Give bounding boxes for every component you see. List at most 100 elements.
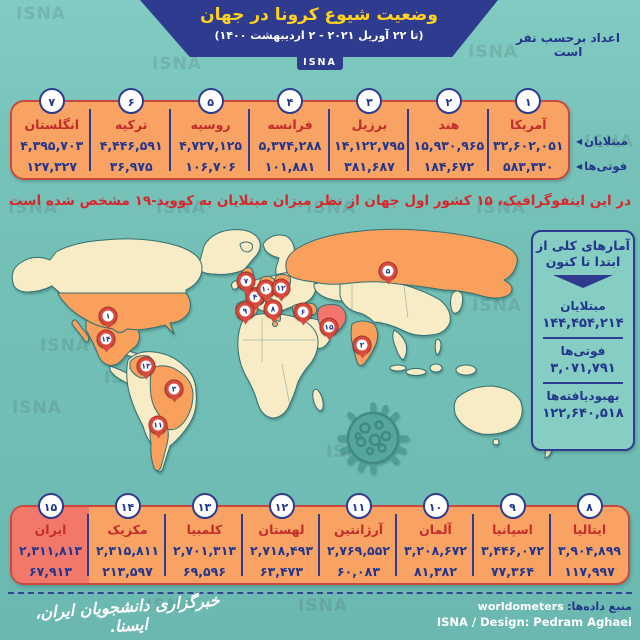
deaths-count: ۶۷,۹۱۳	[29, 563, 72, 579]
deaths-count: ۶۳,۴۷۳	[260, 563, 303, 579]
map-baja	[71, 319, 90, 343]
infected-count: ۱۴,۱۲۲,۷۹۵	[334, 138, 405, 153]
infected-count: ۲,۷۰۱,۳۱۳	[173, 543, 236, 558]
pin-number: ۴	[249, 291, 261, 303]
rank-badge: ۱۳	[191, 493, 218, 519]
map-pin-mexico: ۱۴	[96, 329, 116, 349]
country-name: هند	[438, 117, 460, 132]
totals-deaths-label: فوتی‌ها	[560, 343, 606, 358]
country-card-germany: ۱۰ آلمان ۳,۲۰۸,۶۷۲ ۸۱,۳۸۲	[397, 493, 474, 583]
left-arrow-icon: ◀	[576, 162, 583, 171]
infected-count: ۳,۴۴۶,۰۷۲	[481, 543, 544, 558]
pin-number: ۱۰	[260, 283, 272, 295]
rank-badge: ۷	[38, 88, 65, 114]
rank-badge: ۴	[277, 88, 304, 114]
country-card-uk: ۷ انگلستان ۴,۳۹۵,۷۰۳ ۱۲۷,۳۲۷	[12, 88, 92, 178]
totals-box: آمارهای کلی از ابتدا تا کنون مبتلایان ۱۴…	[531, 230, 635, 451]
deaths-count: ۱۰۱,۸۸۱	[264, 158, 316, 174]
deaths-count: ۸۱,۳۸۲	[414, 563, 457, 579]
map-philippines	[434, 339, 442, 356]
map-iceland	[239, 241, 253, 253]
deaths-count: ۶۰,۰۸۳	[337, 563, 380, 579]
pin-number: ۶	[297, 306, 309, 318]
map-pin-india: ۲	[352, 335, 372, 355]
rank-badge: ۲	[435, 88, 462, 114]
pin-number: ۷	[240, 275, 252, 287]
map-pin-iran: ۱۵	[319, 317, 339, 337]
isna-watermark: ISNA	[8, 198, 58, 218]
coronavirus-icon	[337, 402, 409, 474]
rank-badge: ۱۴	[114, 493, 141, 519]
row-label-deaths: فوتی‌ها◀	[576, 159, 634, 173]
country-card-india: ۲ هند ۱۵,۹۳۰,۹۶۵ ۱۸۴,۶۷۲	[409, 88, 490, 178]
rank-badge: ۱۰	[422, 493, 449, 519]
map-pin-germany: ۱۰	[256, 279, 276, 299]
row-label-text: فوتی‌ها	[584, 159, 628, 173]
map-china	[339, 279, 451, 336]
deaths-count: ۳۶,۹۷۵	[109, 158, 153, 174]
design-credit: ISNA / Design: Pedram Aghaei	[436, 615, 632, 629]
deaths-count: ۱۰۶,۷۰۶	[185, 158, 236, 174]
infected-count: ۲,۷۱۸,۴۹۳	[250, 543, 313, 558]
country-name: ترکیه	[114, 117, 148, 132]
pin-number: ۱۳	[140, 360, 152, 372]
map-pin-italy: ۸	[263, 299, 283, 319]
page-title: وضعیت شیوع کرونا در جهان	[200, 5, 438, 25]
pin-number: ۱۴	[100, 333, 112, 345]
pin-number: ۹	[239, 305, 251, 317]
country-card-russia: ۵ روسیه ۴,۷۲۷,۱۲۵ ۱۰۶,۷۰۶	[171, 88, 251, 178]
country-name: آمریکا	[510, 117, 547, 132]
map-canada	[11, 238, 203, 294]
map-pin-brazil: ۳	[164, 379, 184, 399]
top-countries-panel: ۱ آمریکا ۳۲,۶۰۲,۰۵۱ ۵۸۳,۳۳۰ ۲ هند ۱۵,۹۳۰…	[10, 88, 570, 180]
rank-badge: ۸	[576, 493, 603, 519]
totals-title-line1: آمارهای کلی از	[536, 238, 630, 253]
deaths-count: ۱۲۷,۳۲۷	[26, 158, 78, 174]
infected-count: ۵,۳۷۴,۲۸۸	[258, 138, 322, 153]
map-greenland	[197, 229, 261, 275]
date-subtitle: (تا ۲۲ آوریل ۲۰۲۱ - ۲ اردیبهشت ۱۴۰۰)	[214, 28, 424, 42]
map-new-guinea	[455, 364, 477, 376]
infected-count: ۳۲,۶۰۲,۰۵۱	[493, 138, 564, 153]
rank-badge: ۳	[356, 88, 383, 114]
isna-watermark: ISNA	[16, 4, 66, 24]
map-indochina	[392, 329, 408, 361]
map-borneo	[429, 363, 443, 373]
country-name: برزیل	[351, 117, 388, 132]
isna-logo-tab: ISNA	[297, 56, 343, 70]
map-java	[405, 368, 427, 376]
pin-number: ۱۵	[323, 321, 335, 333]
rank-badge: ۱۲	[268, 493, 295, 519]
isna-watermark: ISNA	[472, 296, 522, 316]
isna-watermark: ISNA	[146, 596, 196, 616]
map-tasmania	[492, 438, 500, 446]
country-name: انگلستان	[24, 117, 80, 132]
country-name: ایتالیا	[572, 522, 607, 537]
intro-text: در این اینفوگرافیک، ۱۵ کشور اول جهان از …	[8, 193, 632, 209]
row-label-text: مبتلایان	[584, 134, 628, 148]
units-note: اعداد برحسب نفر است	[515, 31, 620, 59]
infected-count: ۳,۹۰۴,۸۹۹	[558, 543, 621, 558]
infected-count: ۲,۳۱۵,۸۱۱	[96, 543, 159, 558]
map-africa	[237, 313, 319, 419]
country-card-poland: ۱۲ لهستان ۲,۷۱۸,۴۹۳ ۶۳,۴۷۳	[243, 493, 320, 583]
map-pin-russia: ۵	[378, 261, 398, 281]
isna-watermark: ISNA	[40, 336, 90, 356]
down-triangle-icon	[553, 274, 613, 288]
map-russia	[285, 228, 518, 299]
deaths-count: ۱۱۷,۹۹۷	[564, 563, 615, 579]
infected-count: ۱۵,۹۳۰,۹۶۵	[413, 138, 485, 153]
divider	[543, 381, 623, 384]
divider	[543, 336, 623, 339]
pin-number: ۳	[168, 383, 180, 395]
rank-badge: ۶	[118, 88, 145, 114]
infected-count: ۴,۳۹۵,۷۰۳	[20, 138, 84, 153]
deaths-count: ۳۸۱,۶۸۷	[344, 158, 395, 174]
isna-watermark: ISNA	[152, 54, 202, 74]
map-japan	[450, 290, 464, 314]
pin-number: ۱۲	[275, 282, 287, 294]
totals-infected-value: ۱۴۴,۴۵۴,۲۱۴	[542, 315, 624, 331]
country-card-colombia: ۱۳ کلمبیا ۲,۷۰۱,۳۱۳ ۶۹,۵۹۶	[166, 493, 243, 583]
footer-divider	[8, 592, 632, 594]
deaths-count: ۶۹,۵۹۶	[183, 563, 226, 579]
